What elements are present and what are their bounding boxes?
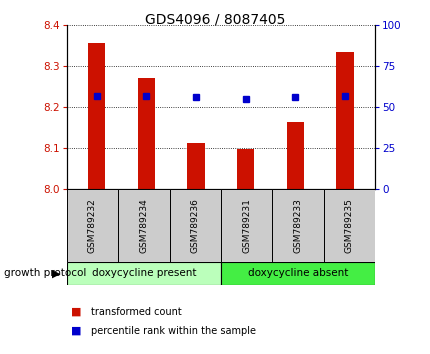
- Text: GSM789235: GSM789235: [344, 198, 353, 253]
- Bar: [286, 122, 304, 189]
- Bar: [67, 262, 221, 285]
- Text: GSM789234: GSM789234: [139, 198, 148, 253]
- Text: GSM789233: GSM789233: [293, 198, 302, 253]
- Text: ■: ■: [71, 326, 81, 336]
- Bar: [272, 189, 323, 262]
- Text: growth protocol: growth protocol: [4, 268, 86, 279]
- Bar: [118, 189, 169, 262]
- Bar: [137, 78, 155, 189]
- Text: GSM789231: GSM789231: [242, 198, 251, 253]
- Text: GDS4096 / 8087405: GDS4096 / 8087405: [145, 12, 285, 27]
- Text: GSM789232: GSM789232: [88, 198, 97, 253]
- Text: percentile rank within the sample: percentile rank within the sample: [90, 326, 255, 336]
- Bar: [237, 149, 254, 189]
- Bar: [221, 262, 374, 285]
- Text: transformed count: transformed count: [90, 307, 181, 316]
- Text: ▶: ▶: [52, 268, 60, 279]
- Bar: [67, 189, 118, 262]
- Bar: [169, 189, 221, 262]
- Bar: [221, 189, 272, 262]
- Bar: [88, 43, 105, 189]
- Text: GSM789236: GSM789236: [190, 198, 199, 253]
- Text: doxycycline present: doxycycline present: [92, 268, 196, 279]
- Bar: [323, 189, 374, 262]
- Bar: [187, 143, 204, 189]
- Bar: [336, 52, 353, 189]
- Text: doxycycline absent: doxycycline absent: [247, 268, 347, 279]
- Text: ■: ■: [71, 307, 81, 316]
